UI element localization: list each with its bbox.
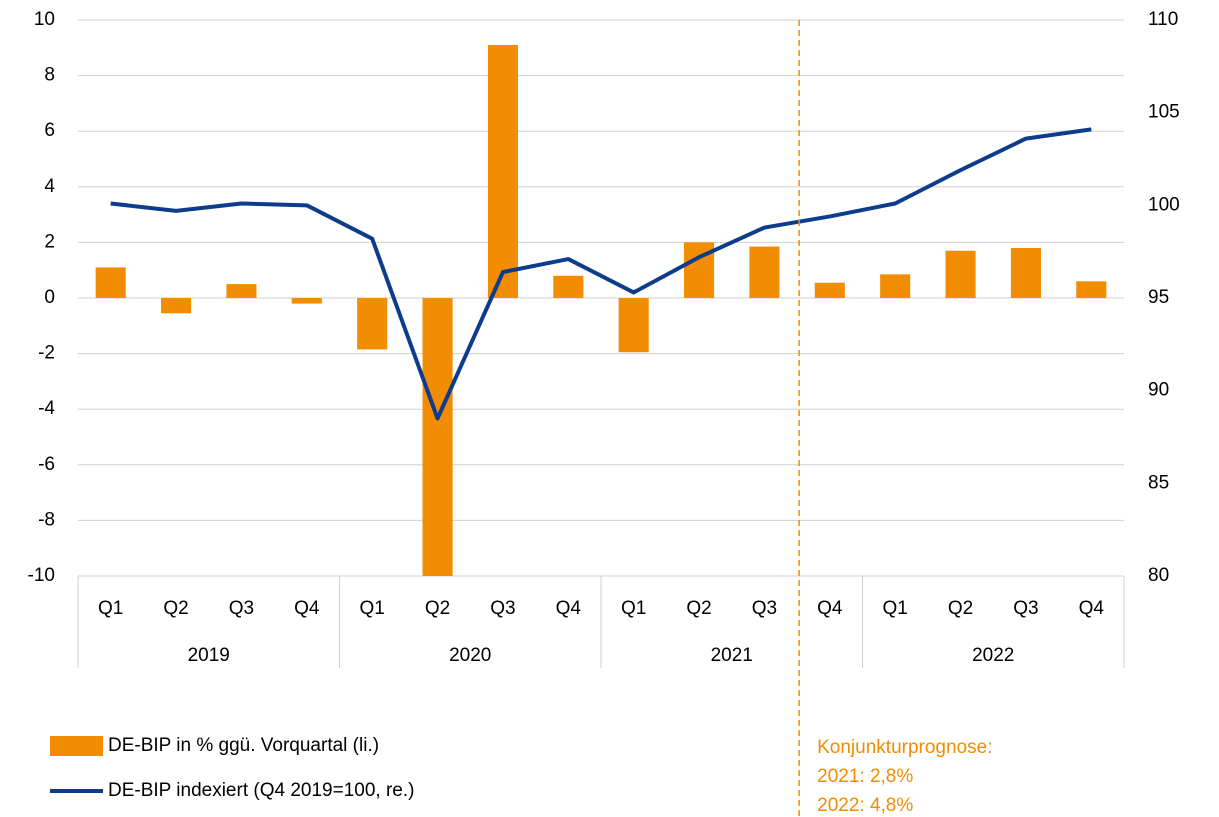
y-tick-label: 6 [44, 120, 55, 141]
x-tick-label: Q4 [556, 598, 582, 619]
y2-tick-label: 80 [1148, 565, 1169, 586]
x-tick-label: Q1 [360, 598, 385, 619]
bar [357, 298, 388, 350]
bar [487, 45, 518, 298]
y-tick-label: 8 [44, 65, 55, 86]
x-tick-label: Q4 [1079, 598, 1105, 619]
y-tick-label: -2 [38, 343, 55, 364]
x-tick-label: Q3 [490, 598, 515, 619]
bar [553, 275, 584, 298]
bar [945, 250, 976, 298]
legend-swatch [50, 736, 103, 756]
legend-label: DE-BIP indexiert (Q4 2019=100, re.) [108, 780, 414, 801]
x-tick-label: Q1 [98, 598, 123, 619]
x-tick-label: Q2 [948, 598, 973, 619]
annotation: Konjunkturprognose: [817, 737, 992, 758]
y2-tick-label: 105 [1148, 102, 1180, 123]
x-tick-label: Q3 [752, 598, 777, 619]
bar [814, 282, 845, 298]
x-tick-label: Q4 [817, 598, 843, 619]
y-tick-label: 2 [44, 231, 55, 252]
x-tick-label: Q3 [229, 598, 254, 619]
x-tick-label: Q4 [294, 598, 320, 619]
y2-tick-label: 90 [1148, 380, 1169, 401]
y-tick-label: 10 [34, 9, 55, 30]
bar [291, 298, 322, 304]
group-label: 2021 [711, 645, 753, 666]
y-tick-label: 4 [44, 176, 55, 197]
bar [95, 267, 126, 298]
legend-label: DE-BIP in % ggü. Vorquartal (li.) [108, 735, 379, 756]
x-tick-label: Q3 [1013, 598, 1038, 619]
y-tick-label: -8 [38, 509, 55, 530]
x-tick-label: Q2 [163, 598, 188, 619]
y-tick-label: -4 [38, 398, 55, 419]
group-label: 2019 [188, 645, 230, 666]
y2-tick-label: 100 [1148, 194, 1180, 215]
bar [1010, 247, 1041, 298]
y-tick-label: 0 [44, 287, 55, 308]
bar [880, 274, 911, 298]
bar [226, 284, 257, 298]
x-tick-label: Q2 [425, 598, 450, 619]
x-tick-label: Q1 [883, 598, 908, 619]
y2-tick-label: 110 [1148, 9, 1178, 30]
x-tick-label: Q1 [621, 598, 646, 619]
x-tick-label: Q2 [686, 598, 711, 619]
line [110, 127, 1092, 421]
annotation: 2021: 2,8% [817, 766, 913, 787]
bar [1076, 281, 1107, 298]
group-label: 2020 [449, 645, 491, 666]
group-label: 2022 [972, 645, 1014, 666]
bar [618, 298, 649, 353]
y2-tick-label: 85 [1148, 472, 1169, 493]
y2-tick-label: 95 [1148, 287, 1169, 308]
bar [749, 246, 780, 298]
bar [422, 298, 453, 576]
bar [161, 298, 192, 314]
y-tick-label: -10 [28, 565, 55, 586]
annotation: 2022: 4,8% [817, 795, 913, 816]
y-tick-label: -6 [38, 454, 55, 475]
